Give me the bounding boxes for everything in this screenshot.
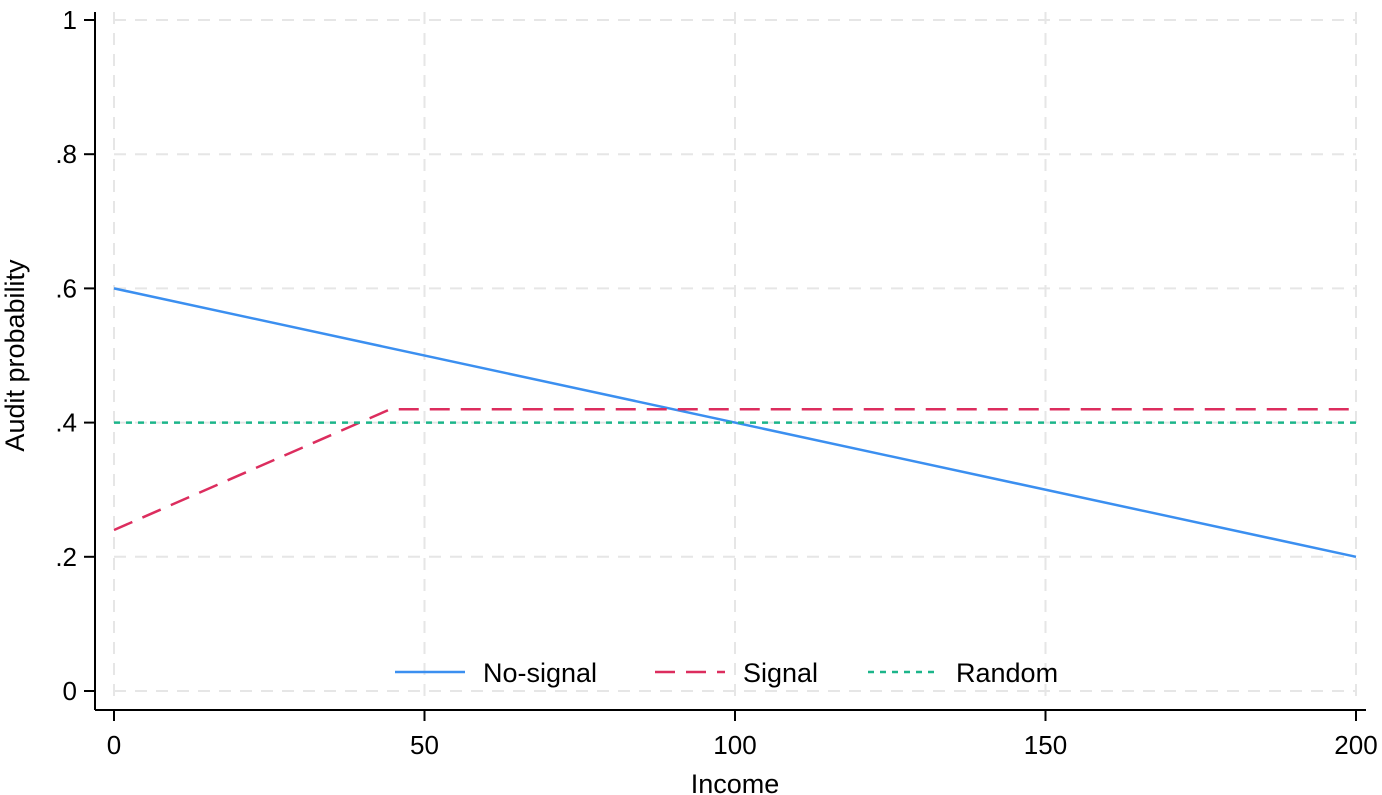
x-tick-label: 0 — [107, 730, 121, 760]
x-axis-title: Income — [691, 769, 780, 795]
y-tick-label: .6 — [55, 273, 77, 303]
y-tick-label: 0 — [63, 676, 77, 706]
y-tick-label: .8 — [55, 139, 77, 169]
legend: No-signal Signal Random — [395, 658, 1058, 688]
x-tick-label: 150 — [1024, 730, 1067, 760]
y-tick-label: .4 — [55, 408, 77, 438]
legend-label-no-signal: No-signal — [483, 658, 597, 688]
x-tick-label: 100 — [713, 730, 756, 760]
series-line-signal — [113, 407, 1356, 532]
x-tick-label: 200 — [1334, 730, 1377, 760]
y-tick-label: .2 — [55, 542, 77, 572]
y-tick-label: 1 — [63, 5, 77, 35]
legend-label-random: Random — [956, 658, 1058, 688]
series-group — [113, 287, 1357, 559]
x-tick-label: 50 — [410, 730, 439, 760]
legend-label-signal: Signal — [743, 658, 818, 688]
series-line-no-signal — [113, 287, 1357, 559]
y-axis-title: Audit probability — [0, 259, 30, 452]
axes: 0 .2 .4 .6 .8 1 0 50 100 150 200 — [55, 5, 1377, 760]
